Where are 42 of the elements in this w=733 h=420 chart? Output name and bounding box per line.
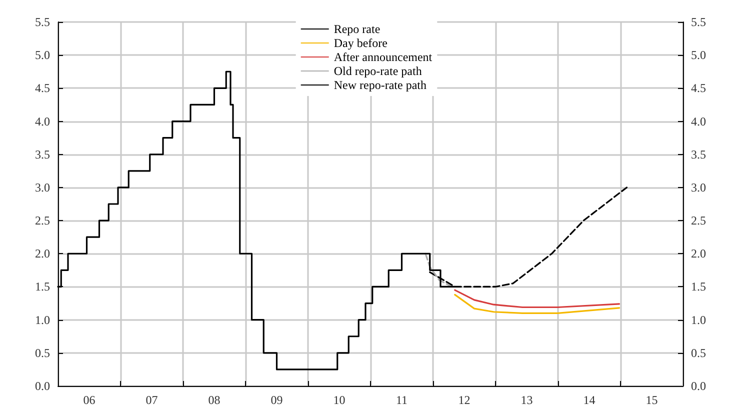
y-tick-label: 3.0 [35,180,50,194]
legend-label: New repo-rate path [334,78,426,92]
y-tick-label: 2.0 [35,246,50,261]
y-tick-label: 0.0 [35,379,50,393]
x-tick-label: 15 [646,393,658,407]
line-series [424,252,453,288]
y2-tick-label: 1.0 [691,312,706,327]
line-series [454,294,620,314]
x-tick-label: 13 [520,393,533,407]
y2-tick-label: 0.5 [691,346,706,360]
y-tick-label: 4.0 [35,114,50,128]
y-tick-label: 3.5 [35,147,50,162]
y2-tick-label: 3.5 [691,147,706,162]
y2-tick-label: 3.0 [691,180,706,194]
legend-label: Day before [334,36,388,50]
x-tick-label: 08 [208,393,220,407]
y2-tick-label: 5.5 [691,15,706,29]
y2-tick-label: 5.0 [691,48,706,62]
legend-label: After announcement [334,50,433,64]
y-tick-label: 2.5 [35,214,50,228]
x-tick-label: 07 [146,393,158,407]
y2-tick-label: 0.0 [691,379,706,393]
y-tick-label: 5.5 [35,15,50,29]
y-tick-label: 1.5 [35,280,50,294]
x-tick-label: 12 [458,393,470,407]
y2-tick-label: 2.0 [691,246,706,261]
x-tick-label: 14 [583,393,596,407]
y-tick-label: 5.0 [35,48,50,62]
y-tick-label: 0.5 [35,346,50,360]
x-tick-label: 10 [333,393,346,407]
y2-tick-label: 1.5 [691,280,706,294]
x-tick-label: 09 [270,393,283,407]
y2-tick-label: 4.0 [691,114,706,128]
line-series [454,289,620,308]
x-tick-label: 11 [396,393,408,407]
legend-label: Old repo-rate path [334,64,422,78]
y2-tick-label: 2.5 [691,214,706,228]
legend-label: Repo rate [334,22,380,36]
y-tick-label: 4.5 [35,81,50,96]
y2-tick-label: 4.5 [691,81,706,96]
y-tick-label: 1.0 [35,312,50,327]
x-tick-label: 06 [83,393,96,407]
